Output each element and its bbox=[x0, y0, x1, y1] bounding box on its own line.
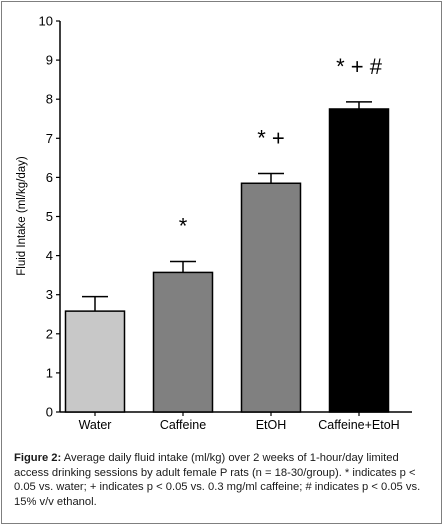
bar bbox=[152, 271, 214, 413]
bar-chart: 0 1 2 3 4 5 6 7 8 9 10 Water Caffeine * EtOH * + Caffei… bbox=[16, 14, 412, 432]
y-axis-label: Fluid Intake (ml/kg/day) bbox=[16, 156, 28, 276]
y-tick-label: 8 bbox=[46, 92, 53, 107]
y-tick-label: 3 bbox=[46, 287, 53, 302]
chart-bars bbox=[64, 101, 390, 413]
y-tick-label: 2 bbox=[46, 326, 53, 341]
y-tick-label: 1 bbox=[46, 365, 53, 380]
x-tick-label: Caffeine bbox=[160, 418, 206, 432]
y-tick-label: 5 bbox=[46, 209, 53, 224]
y-tick-label: 0 bbox=[46, 405, 53, 420]
bar bbox=[240, 182, 302, 413]
bar bbox=[328, 108, 390, 413]
x-tick-label: Caffeine+EtoH bbox=[318, 418, 399, 432]
y-tick-label: 7 bbox=[46, 131, 53, 146]
x-tick-label: Water bbox=[79, 418, 112, 432]
y-tick-label: 9 bbox=[46, 53, 53, 68]
significance-marker: * bbox=[179, 213, 188, 238]
y-tick-label: 6 bbox=[46, 170, 53, 185]
significance-marker: * + # bbox=[336, 54, 383, 79]
y-tick-label: 4 bbox=[46, 248, 53, 263]
significance-marker: * + bbox=[257, 125, 285, 150]
caption-text: Average daily fluid intake (ml/kg) over … bbox=[14, 452, 421, 508]
figure-caption: Figure 2: Average daily fluid intake (ml… bbox=[14, 451, 434, 509]
x-tick-label: EtOH bbox=[256, 418, 287, 432]
bar bbox=[64, 310, 126, 413]
caption-label: Figure 2: bbox=[14, 452, 62, 464]
chart-labels: Water Caffeine * EtOH * + Caffeine+EtoH * + # bbox=[79, 54, 400, 432]
y-tick-label: 10 bbox=[39, 14, 53, 29]
